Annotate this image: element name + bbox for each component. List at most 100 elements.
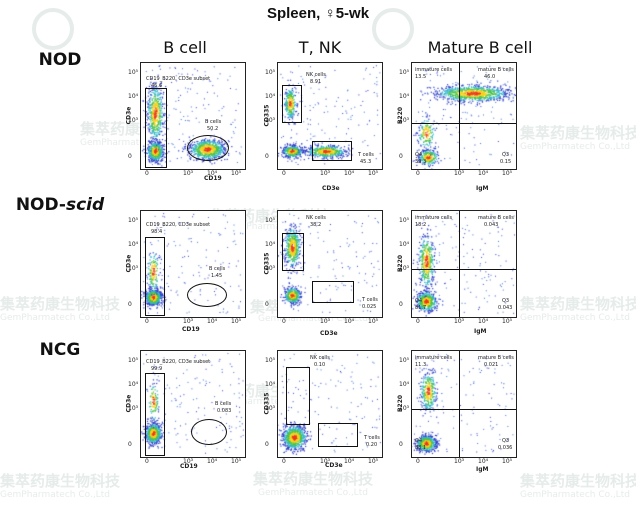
plot-ncg-matureb: immature cells 11.3 mature B cells 0.021… [411,350,517,458]
t-cells-label: T cells [364,435,380,441]
x-tick-label: 10⁴ [344,170,355,177]
x-tick-label: 0 [416,318,420,325]
column-header-t-nk: T, NK [298,38,342,57]
watermark-sub: GemPharmatech Co.,Ltd [80,138,190,148]
x-tick-label: 10³ [454,318,465,325]
x-tick-label: 10³ [320,170,331,177]
nk-cell-gate [282,85,302,123]
watermark-text: 集萃药康生物科技 [520,124,636,142]
q2-label: mature B cells [478,215,514,221]
y-tick-label: 0 [399,301,403,308]
y-tick-label: 0 [265,301,269,308]
q2-value: 0.043 [484,222,499,228]
y-tick-label: 10³ [265,117,276,124]
column-header-mature-b: Mature B cell [427,38,533,57]
x-axis-label: IgM [474,328,487,335]
y-tick-label: 10⁵ [265,357,276,364]
x-axis-label: CD3e [322,185,340,192]
q1-value: 18.2 [415,222,427,228]
x-tick-label: 10⁵ [502,458,513,465]
nk-cell-gate [282,233,304,271]
y-tick-label: 10⁵ [128,217,139,224]
q3-label: Q3 [502,298,510,304]
y-tick-label: 10³ [399,117,410,124]
x-tick-label: 10⁵ [231,458,242,465]
x-tick-label: 10³ [183,170,194,177]
t-cells-value: 45.3 [360,159,372,165]
x-tick-label: 0 [416,170,420,177]
q1-value: 11.3 [415,362,427,368]
b-cell-gate [187,283,227,307]
density-scatter [412,211,516,317]
x-tick-label: 10⁵ [502,170,513,177]
x-tick-label: 10⁴ [207,318,218,325]
x-axis-label: CD19 [180,463,198,470]
density-scatter [278,351,382,457]
y-tick-label: 10⁵ [128,69,139,76]
y-tick-label: 0 [128,153,132,160]
y-tick-label: 0 [128,441,132,448]
y-tick-label: 10³ [399,265,410,272]
y-tick-label: 10⁵ [399,217,410,224]
row-label-ncg: NCG [39,340,81,360]
quadrant-horizontal-line [412,123,516,124]
watermark-text: 集萃药康生物科技 [0,472,121,490]
watermark-text: 集萃药康生物科技 [253,470,374,488]
y-tick-label: 10⁴ [265,241,276,248]
y-tick-label: 10⁴ [128,381,139,388]
watermark-sub: GemPharmatech Co.,Ltd [520,313,630,323]
y-tick-label: 0 [265,441,269,448]
x-axis-label: IgM [476,466,489,473]
plot-ncg-bcell: CD19_B220, CD3e subset 99.9 B cells 0.08… [140,350,246,458]
q2-value: 46.0 [484,74,496,80]
x-tick-label: 0 [145,458,149,465]
x-tick-label: 10⁴ [344,458,355,465]
q1-label: immature cells [415,355,453,361]
cd3e-subset-gate [145,373,165,456]
x-axis-label: CD3e [320,330,338,337]
nk-cells-label: NK cells [306,72,326,78]
b-cell-gate [187,135,229,161]
b-cells-value: 0.083 [217,408,232,414]
x-tick-label: 0 [282,318,286,325]
watermark-sub: GemPharmatech Co.,Ltd [0,490,110,500]
q3-label: Q3 [502,438,510,444]
y-tick-label: 10⁴ [399,381,410,388]
column-header-b-cell: B cell [163,38,207,57]
b-cell-gate [191,419,227,445]
q2-label: mature B cells [478,355,514,361]
q1-value: 13.5 [415,74,427,80]
nk-cells-value: 38.2 [310,222,322,228]
x-tick-label: 0 [145,318,149,325]
y-tick-label: 10³ [128,117,139,124]
t-cell-gate [318,423,358,447]
b-cells-value: 50.2 [207,126,219,132]
q4-value: 39.3 [415,159,427,165]
y-tick-label: 10⁴ [399,241,410,248]
watermark-sub: GemPharmatech Co.,Ltd [0,313,110,323]
t-cell-gate [312,281,354,303]
nk-cells-value: 0.10 [314,362,326,368]
gate-label: CD19_B220, CD3e subset [146,76,211,82]
watermark-sub: GemPharmatech Co.,Ltd [258,488,368,498]
q2-value: 0.021 [484,362,499,368]
watermark-text: 集萃药康生物科技 [520,472,636,490]
x-tick-label: 10⁴ [207,458,218,465]
plot-nod-tnk: NK cells 8.91 T cells 45.3 [277,62,383,170]
y-tick-label: 10⁵ [128,357,139,364]
q1-label: immature cells [415,215,453,221]
t-cells-value: 0.20 [366,442,378,448]
x-axis-label: CD19 [182,326,200,333]
y-tick-label: 10⁴ [265,381,276,388]
plot-scid-matureb: immature cells 18.2 mature B cells 0.043… [411,210,517,318]
x-tick-label: 10⁴ [478,458,489,465]
density-scatter [141,351,245,457]
x-tick-label: 10³ [183,318,194,325]
q3-value: 0.15 [500,159,512,165]
watermark-sub: GemPharmatech Co.,Ltd [258,314,368,324]
x-axis-label: CD19 [204,175,222,182]
quadrant-vertical-line [459,211,460,317]
x-axis-label: CD3e [325,462,343,469]
y-tick-label: 0 [399,441,403,448]
y-tick-label: 10³ [399,405,410,412]
